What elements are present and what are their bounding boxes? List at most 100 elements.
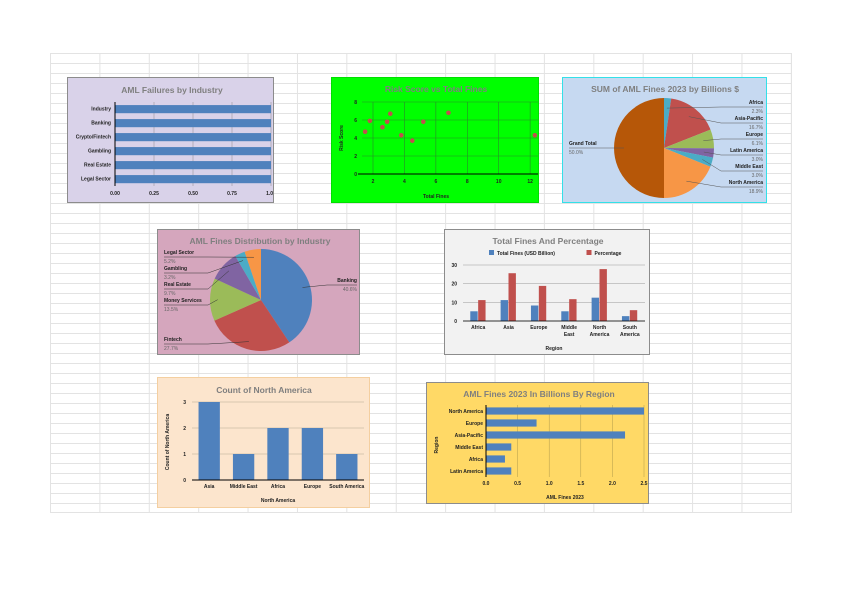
pie-slice[interactable] xyxy=(261,249,312,343)
pie-slice[interactable] xyxy=(664,129,714,149)
category-label: Middle East xyxy=(230,484,258,490)
bar[interactable] xyxy=(486,443,512,451)
category-label: Asia xyxy=(503,325,514,331)
bar[interactable] xyxy=(486,407,644,415)
category-label: Latin America xyxy=(450,469,483,475)
chart-title: AML Failures by Industry xyxy=(121,85,223,95)
bar[interactable] xyxy=(500,300,508,321)
y-axis-title: Count of North America xyxy=(165,414,171,470)
category-label: Banking xyxy=(91,121,111,127)
bar[interactable] xyxy=(629,310,638,321)
y-tick-label: 4 xyxy=(354,136,357,142)
category-label: North xyxy=(593,325,606,331)
data-point[interactable] xyxy=(384,119,390,125)
chart-fines-distribution-by-industry[interactable]: AML Fines Distribution by Industry Bankin… xyxy=(157,229,360,355)
bar[interactable] xyxy=(115,105,271,114)
data-point[interactable] xyxy=(532,133,538,138)
category-label: America xyxy=(590,332,610,338)
pie-slice[interactable] xyxy=(244,249,261,300)
bar[interactable] xyxy=(115,175,271,184)
bar[interactable] xyxy=(508,273,516,321)
bar[interactable] xyxy=(538,285,547,321)
x-tick-label: 2 xyxy=(372,179,375,185)
bar[interactable] xyxy=(599,269,607,321)
data-point[interactable] xyxy=(420,119,426,125)
pie-slice[interactable] xyxy=(664,148,714,158)
x-axis-title: Total Fines xyxy=(423,194,449,200)
category-label: Gambling xyxy=(88,149,111,155)
pie-slice[interactable] xyxy=(664,98,711,148)
data-point[interactable] xyxy=(446,110,451,116)
pie-slice[interactable] xyxy=(664,98,672,148)
slice-percent: 13.5% xyxy=(164,307,179,313)
bar[interactable] xyxy=(478,300,486,321)
pie-slice[interactable] xyxy=(664,148,714,167)
bar[interactable] xyxy=(486,431,626,439)
chart-risk-score-vs-total-fines[interactable]: Risk Score vs Total Fines 0 2 4 6 8 2 4 6 8 10 12 To… xyxy=(331,77,539,203)
pie-slice[interactable] xyxy=(214,255,261,300)
data-point[interactable] xyxy=(409,138,415,143)
category-label: America xyxy=(620,332,640,338)
bar[interactable] xyxy=(301,428,324,480)
category-label: South xyxy=(623,325,637,331)
bar[interactable] xyxy=(486,467,512,475)
data-point[interactable] xyxy=(398,133,404,138)
slice-percent: 9.7% xyxy=(164,291,176,297)
slice-label: Latin America xyxy=(730,148,763,154)
bar[interactable] xyxy=(232,454,255,480)
pie-slice[interactable] xyxy=(235,251,261,300)
legend-label[interactable]: Total Fines (USD Billion) xyxy=(497,251,555,257)
pie-slice[interactable] xyxy=(214,300,290,351)
x-axis-title: AML Fines 2023 xyxy=(546,495,584,501)
bar[interactable] xyxy=(591,297,599,321)
chart-total-fines-and-percentage[interactable]: Total Fines And Percentage Total Fines (U… xyxy=(444,229,650,355)
x-tick-label: 8 xyxy=(466,179,469,185)
y-tick-label: 30 xyxy=(451,263,457,269)
slice-percent: 6.1% xyxy=(752,141,764,147)
x-axis-title: North America xyxy=(261,498,295,504)
x-tick-label: 0.00 xyxy=(110,191,120,197)
chart-sum-aml-fines-pie[interactable]: SUM of AML Fines 2023 by Billions $ Afric… xyxy=(562,77,767,203)
x-tick-label: 1.0 xyxy=(546,481,553,487)
x-tick-label: 0.0 xyxy=(483,481,490,487)
bar[interactable] xyxy=(115,147,271,156)
bar[interactable] xyxy=(569,299,577,321)
data-point[interactable] xyxy=(387,111,393,116)
bar[interactable] xyxy=(336,454,358,480)
legend-label[interactable]: Percentage xyxy=(595,251,622,257)
slice-percent: 27.7% xyxy=(164,346,179,352)
category-label: Industry xyxy=(91,107,111,113)
bar[interactable] xyxy=(470,311,478,321)
y-tick-label: 6 xyxy=(354,118,357,124)
chart-aml-failures-by-industry[interactable]: AML Failures by Industry 0.00 0.25 0.50 0.75… xyxy=(67,77,274,203)
bar[interactable] xyxy=(486,455,505,463)
chart-title: SUM of AML Fines 2023 by Billions $ xyxy=(591,84,739,94)
category-label: Middle East xyxy=(455,445,483,451)
category-label: Africa xyxy=(471,325,485,331)
x-axis-title: Region xyxy=(546,346,563,352)
x-tick-label: 0.50 xyxy=(188,191,198,197)
x-tick-label: 0.25 xyxy=(149,191,159,197)
bar[interactable] xyxy=(115,119,271,128)
bar[interactable] xyxy=(115,161,271,170)
pie-slice[interactable] xyxy=(210,278,261,321)
chart-title: Risk Score vs Total Fines xyxy=(385,84,488,94)
data-point[interactable] xyxy=(380,124,385,130)
data-point[interactable] xyxy=(367,118,373,124)
bar[interactable] xyxy=(561,311,569,321)
bar[interactable] xyxy=(530,305,539,321)
data-point[interactable] xyxy=(362,129,368,134)
x-tick-label: 2.5 xyxy=(641,481,648,487)
pie-slice[interactable] xyxy=(614,98,664,198)
slice-percent: 40.6% xyxy=(343,287,358,293)
pie-slice[interactable] xyxy=(664,148,711,198)
slice-label: Asia-Pacific xyxy=(735,116,764,122)
bar[interactable] xyxy=(115,133,271,142)
bar[interactable] xyxy=(267,428,289,480)
bar[interactable] xyxy=(621,316,630,321)
chart-count-of-north-america[interactable]: Count of North America 0 1 2 3 Asia Middle Eas… xyxy=(157,377,370,508)
bar[interactable] xyxy=(486,419,537,427)
chart-fines-by-region[interactable]: AML Fines 2023 In Billions By Region 0.0 0… xyxy=(426,382,649,504)
bar[interactable] xyxy=(198,402,220,480)
x-tick-label: 4 xyxy=(403,179,406,185)
